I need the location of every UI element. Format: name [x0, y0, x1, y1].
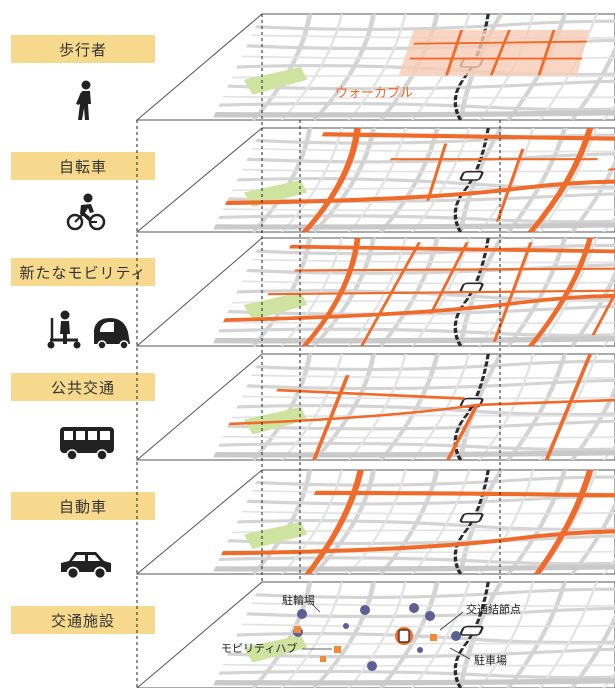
map-layer-car [135, 470, 615, 574]
kickscooter-and-microcar-icon [47, 310, 130, 350]
layer-label-public-transport: 公共交通 [11, 373, 155, 401]
layer-label-bicycle: 自転車 [11, 152, 155, 180]
bus-icon [60, 427, 114, 461]
layer-alignment-guides [136, 14, 501, 688]
map-layer-bicycle [135, 128, 615, 232]
layer-label-transport-facilities: 交通施設 [11, 606, 155, 634]
map-layer-pedestrian: ウォーカブル [135, 14, 615, 120]
pedestrian-icon [76, 80, 91, 120]
map-layer-public-transport [135, 354, 615, 460]
mobility-hub-markers [294, 626, 437, 662]
layer-label-new-mobility: 新たなモビリティ [11, 258, 155, 286]
bicycle-icon [66, 193, 106, 231]
layer-label-pedestrian: 歩行者 [11, 35, 155, 63]
car-parking-annotation: 駐車場 [474, 653, 507, 667]
transport-node-annotation: 交通結節点 [466, 602, 521, 616]
mobility-hub-annotation: モビリティハブ [221, 641, 297, 655]
bicycle-parking-annotation: 駐輪場 [282, 593, 315, 607]
car-icon [61, 552, 111, 580]
map-layer-new-mobility [135, 238, 615, 346]
map-layer-transport-facilities: 駐輪場 交通結節点 モビリティハブ 駐車場 [136, 582, 615, 688]
layer-label-car: 自動車 [11, 492, 155, 520]
walkable-annotation: ウォーカブル [335, 85, 413, 101]
